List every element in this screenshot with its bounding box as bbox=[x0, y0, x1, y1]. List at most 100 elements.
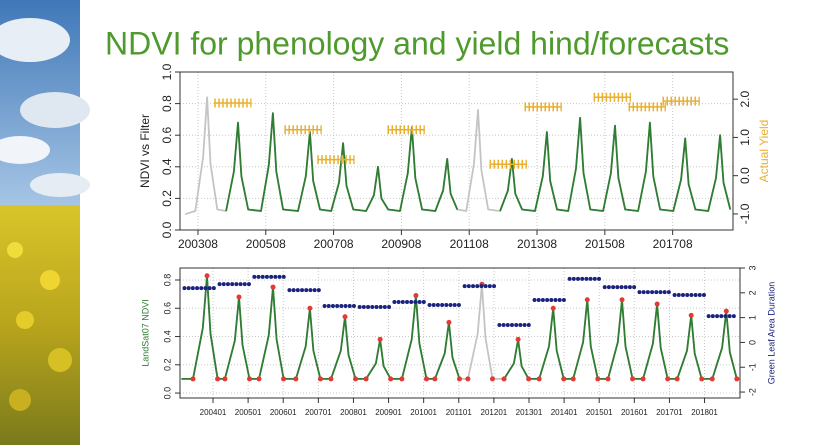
phenology-point bbox=[550, 305, 556, 311]
x-tick-label: 201201 bbox=[481, 408, 508, 417]
phenology-point bbox=[688, 312, 694, 318]
y2-tick-label: 1.0 bbox=[738, 129, 752, 146]
phenology-point bbox=[446, 319, 452, 325]
x-tick-label: 200308 bbox=[178, 237, 218, 251]
phenology-point bbox=[363, 376, 369, 382]
phenology-point bbox=[388, 376, 394, 382]
y2-tick-label: 0 bbox=[747, 340, 757, 345]
ndvi-line bbox=[184, 96, 732, 216]
x-tick-label: 200501 bbox=[235, 408, 262, 417]
phenology-point bbox=[190, 376, 196, 382]
x-tick-label: 200401 bbox=[200, 408, 227, 417]
phenology-point bbox=[423, 376, 429, 382]
x-tick-label: 201801 bbox=[691, 408, 718, 417]
y2-tick-label: 3 bbox=[747, 265, 757, 270]
x-tick-label: 201508 bbox=[585, 237, 625, 251]
y-tick-label: 0.4 bbox=[162, 330, 172, 343]
y-tick-label: 0.0 bbox=[160, 221, 174, 238]
y-tick-label: 0.2 bbox=[162, 359, 172, 372]
x-tick-label: 201501 bbox=[586, 408, 613, 417]
x-tick-label: 201101 bbox=[446, 408, 473, 417]
y-tick-label: 0.6 bbox=[162, 302, 172, 315]
phenology-point bbox=[489, 376, 495, 382]
x-tick-label: 200908 bbox=[381, 237, 421, 251]
y-axis-label: NDVI vs Filter bbox=[138, 114, 152, 188]
ndvi-line bbox=[225, 112, 732, 212]
x-tick-label: 201401 bbox=[551, 408, 578, 417]
phenology-point bbox=[342, 314, 348, 320]
phenology-point bbox=[595, 376, 601, 382]
y2-tick-label: 1 bbox=[747, 315, 757, 320]
phenology-point bbox=[619, 297, 625, 303]
x-tick-label: 200601 bbox=[270, 408, 297, 417]
y2-tick-label: 2.0 bbox=[738, 90, 752, 107]
plot-frame bbox=[179, 71, 734, 231]
slide-title: NDVI for phenology and yield hind/foreca… bbox=[105, 25, 729, 61]
phenology-point bbox=[526, 376, 532, 382]
phenology-point bbox=[465, 376, 471, 382]
photo bbox=[0, 0, 90, 445]
phenology-point bbox=[307, 305, 313, 311]
y-tick-label: 0.8 bbox=[162, 274, 172, 287]
phenology-point bbox=[399, 376, 405, 382]
x-tick-label: 200701 bbox=[305, 408, 332, 417]
x-tick-label: 201701 bbox=[656, 408, 683, 417]
phenology-point bbox=[247, 376, 253, 382]
x-tick-label: 200708 bbox=[314, 237, 354, 251]
phenology-point bbox=[328, 376, 334, 382]
phenology-point bbox=[654, 301, 660, 307]
x-tick-label: 201308 bbox=[517, 237, 557, 251]
phenology-point bbox=[584, 297, 590, 303]
phenology-point bbox=[432, 376, 438, 382]
phenology-point bbox=[630, 376, 636, 382]
phenology-point bbox=[734, 376, 740, 382]
y2-tick-label: -1 bbox=[747, 363, 757, 371]
phenology-point bbox=[605, 376, 611, 382]
phenology-point bbox=[281, 376, 287, 382]
phenology-point bbox=[570, 376, 576, 382]
phenology-point bbox=[413, 293, 419, 299]
phenology-point bbox=[723, 308, 729, 314]
y-tick-label: 1.0 bbox=[160, 63, 174, 80]
phenology-point bbox=[215, 376, 221, 382]
phenology-point bbox=[699, 376, 705, 382]
phenology-point bbox=[561, 376, 567, 382]
x-tick-label: 201108 bbox=[450, 237, 489, 251]
phenology-point bbox=[640, 376, 646, 382]
x-tick-label: 201301 bbox=[516, 408, 543, 417]
y-tick-label: 0.8 bbox=[160, 95, 174, 112]
y2-tick-label: -1.0 bbox=[738, 203, 752, 224]
phenology-point bbox=[709, 376, 715, 382]
phenology-point bbox=[353, 376, 359, 382]
x-tick-label: 200901 bbox=[375, 408, 402, 417]
chart: 0.0 0.2 0.4 0.6 0.8 1.0 -1.0 0.0 1.0 2.0 200308 200… bbox=[138, 63, 771, 251]
y-tick-label: 0.4 bbox=[160, 158, 174, 175]
phenology-point bbox=[377, 336, 383, 342]
phenology-point bbox=[501, 376, 507, 382]
y2-tick-label: 2 bbox=[747, 290, 757, 295]
x-tick-label: 201601 bbox=[621, 408, 648, 417]
y2-axis-label: Actual Yield bbox=[757, 120, 771, 183]
y-axis-label: LandSat07 NDVI bbox=[140, 299, 150, 367]
x-tick-label: 201001 bbox=[410, 408, 437, 417]
phenology-point bbox=[536, 376, 542, 382]
y-tick-label: 0.6 bbox=[160, 127, 174, 144]
plot-frame bbox=[179, 267, 741, 399]
y-tick-label: 0.0 bbox=[162, 387, 172, 400]
x-tick-label: 200801 bbox=[340, 408, 367, 417]
chart: 0.0 0.2 0.4 0.6 0.8 -2 -1 0 1 2 3 200401 200501 20060… bbox=[140, 265, 776, 417]
phenology-point bbox=[222, 376, 228, 382]
phenology-point bbox=[293, 376, 299, 382]
phenology-point bbox=[665, 376, 671, 382]
y2-axis-label: Green Leaf Area Duration bbox=[766, 282, 776, 385]
phenology-point bbox=[236, 294, 242, 300]
phenology-point bbox=[256, 376, 262, 382]
phenology-point bbox=[270, 284, 276, 290]
phenology-point bbox=[515, 336, 521, 342]
y2-tick-label: -2 bbox=[747, 388, 757, 396]
y-tick-label: 0.2 bbox=[160, 190, 174, 207]
x-tick-label: 201708 bbox=[653, 237, 693, 251]
x-tick-label: 200508 bbox=[246, 237, 286, 251]
